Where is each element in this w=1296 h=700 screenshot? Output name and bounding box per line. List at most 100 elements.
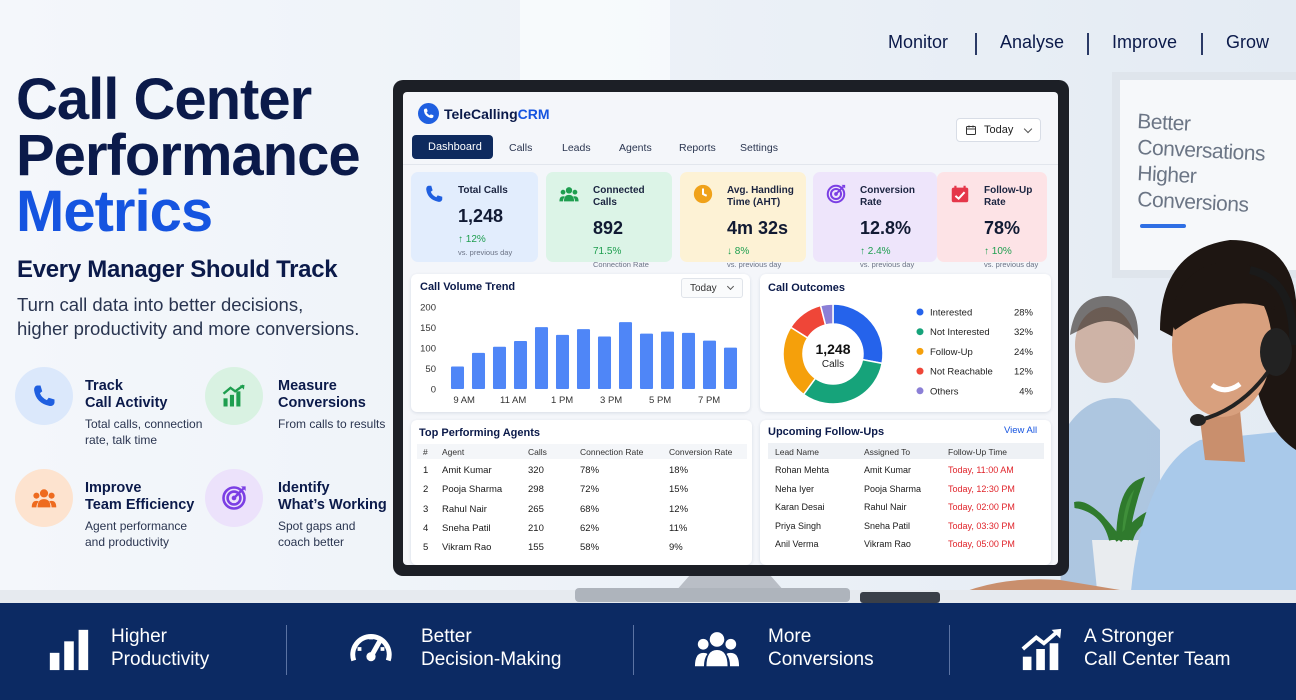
- benefit-text: Productivity: [111, 649, 210, 670]
- kpi-note: vs. previous day: [727, 260, 782, 269]
- benefit-text: Better: [421, 626, 472, 647]
- bar: [492, 346, 507, 389]
- y-tick-label: 100: [420, 344, 436, 355]
- volume-chart: 0 50 100 150 200 9 AM 11 AM 1 PM 3 PM 5 PM 7 PM: [420, 303, 738, 406]
- bar: [702, 340, 717, 389]
- benefit-icon-part: [357, 635, 385, 651]
- x-tick-label: 3 PM: [600, 395, 622, 406]
- feature-icon: [222, 384, 245, 407]
- kpi-icon-part: [951, 187, 969, 203]
- x-tick-label: 5 PM: [649, 395, 671, 406]
- kpi-icon-part: [826, 184, 846, 204]
- tab-label[interactable]: Agents: [619, 142, 652, 154]
- table-cell: Pooja Sharma: [864, 483, 922, 494]
- feature-icon-part: [48, 492, 55, 499]
- table-cell: Today, 11:00 AM: [948, 465, 1014, 475]
- benefit-icon-part: [366, 652, 376, 662]
- kpi-icon: [693, 184, 713, 204]
- agents-panel: Top Performing Agents # Agent Calls Connecti…: [411, 420, 752, 565]
- kpi-card: Connected Calls 892 71.5% Connection Rate: [546, 172, 672, 269]
- kpi-card: Conversion Rate 12.8% ↑ 2.4% vs. previous d…: [813, 172, 937, 269]
- nav-separator: [1201, 33, 1203, 55]
- kpi-icon: [826, 184, 846, 204]
- kpi-label: Conversion Rate: [860, 185, 916, 208]
- outcomes-chart: Interested 28% Not Interested 32% Follow-Up 2…: [782, 303, 1034, 405]
- table-header: Lead Name: [775, 447, 819, 457]
- table-header: Connection Rate: [580, 447, 644, 457]
- date-label: Today: [984, 124, 1014, 136]
- table-cell: Anil Verma: [775, 539, 819, 549]
- kpi-change: ↑ 10%: [984, 246, 1012, 257]
- tab-label[interactable]: Calls: [509, 142, 533, 154]
- feature-title: Call Activity: [85, 395, 168, 411]
- caret: [1023, 124, 1033, 134]
- table-cell: 1: [423, 465, 429, 476]
- bar: [618, 322, 633, 389]
- table-cell: 12%: [669, 503, 689, 515]
- benefit-icon-part: [78, 629, 89, 671]
- table-cell: 58%: [580, 542, 600, 554]
- kpi-icon-part: [572, 189, 578, 195]
- feature-icon: [222, 486, 246, 510]
- benefit-icon-part: [49, 652, 60, 671]
- bar: [534, 327, 549, 389]
- x-tick-label: 9 AM: [453, 395, 475, 406]
- kpi-icon-part: [565, 187, 573, 194]
- nav-item: Grow: [1226, 32, 1270, 52]
- feature-title: Identify: [278, 480, 330, 496]
- calendar-icon-part: [966, 126, 976, 135]
- feature-icon: [31, 489, 57, 508]
- legend-dot: [916, 328, 924, 336]
- benefit-icon-part: [1022, 656, 1032, 671]
- legend-dot: [916, 308, 924, 316]
- nav-item: Improve: [1112, 32, 1178, 52]
- date-picker[interactable]: Today: [956, 118, 1041, 142]
- brand-name: TeleCalling: [444, 106, 518, 122]
- feature-icon-part: [222, 486, 246, 510]
- table-cell: 11%: [669, 522, 688, 534]
- bar: [555, 334, 570, 389]
- legend-label: Follow-Up: [930, 347, 973, 358]
- table-cell: Vikram Rao: [442, 542, 492, 554]
- x-tick-label: 11 AM: [500, 395, 526, 406]
- tab-active[interactable]: Dashboard: [412, 135, 493, 159]
- table-cell: 2: [423, 484, 429, 496]
- tab-divider: [403, 164, 1058, 165]
- benefit-separator: [949, 625, 950, 675]
- donut-total-label: Calls: [822, 359, 844, 370]
- donut-slice: [782, 326, 817, 396]
- benefits-band: [0, 603, 1296, 700]
- hero-subtitle: Every Manager Should Track: [17, 256, 338, 283]
- view-all-link[interactable]: View All: [1004, 425, 1038, 436]
- tab-label[interactable]: Leads: [562, 142, 591, 154]
- keyboard: [860, 592, 940, 603]
- feature-title: Improve: [85, 480, 142, 496]
- feature-icon-part: [223, 398, 228, 407]
- feature-icon-part: [229, 394, 234, 407]
- legend-dot: [916, 347, 924, 355]
- table-cell: Rohan Mehta: [775, 465, 830, 475]
- bar: [597, 336, 612, 389]
- table-cell: Pooja Sharma: [442, 484, 503, 496]
- feature-icon-part: [233, 487, 245, 499]
- tab-label[interactable]: Reports: [679, 142, 716, 154]
- kpi-label: Follow-Up Rate: [984, 185, 1033, 208]
- volume-panel: Call Volume Trend Today 0 50 100 150 200 9 AM 11…: [411, 274, 750, 412]
- feature-icon-part: [226, 490, 242, 506]
- table-cell: 62%: [580, 522, 600, 534]
- hero-title: Call Center: [16, 67, 312, 132]
- table-cell: 298: [528, 484, 544, 496]
- kpi-card: Avg. Handling Time (AHT) 4m 32s ↓ 8% vs. pr…: [680, 172, 806, 269]
- kpi-change: 71.5%: [593, 246, 622, 257]
- legend-label: Interested: [930, 308, 972, 319]
- brand-logo: [418, 103, 439, 124]
- feature-icon-part: [236, 391, 241, 407]
- nav-item: Analyse: [1000, 32, 1065, 52]
- range-dropdown[interactable]: Today: [681, 278, 743, 298]
- feature-text: From calls to results: [278, 417, 386, 431]
- table-cell: Today, 02:00 PM: [948, 502, 1015, 512]
- benefit-separator: [286, 625, 287, 675]
- feature-text: rate, talk time: [85, 433, 158, 447]
- tab-label[interactable]: Settings: [740, 142, 778, 154]
- whiteboard: [1120, 80, 1296, 270]
